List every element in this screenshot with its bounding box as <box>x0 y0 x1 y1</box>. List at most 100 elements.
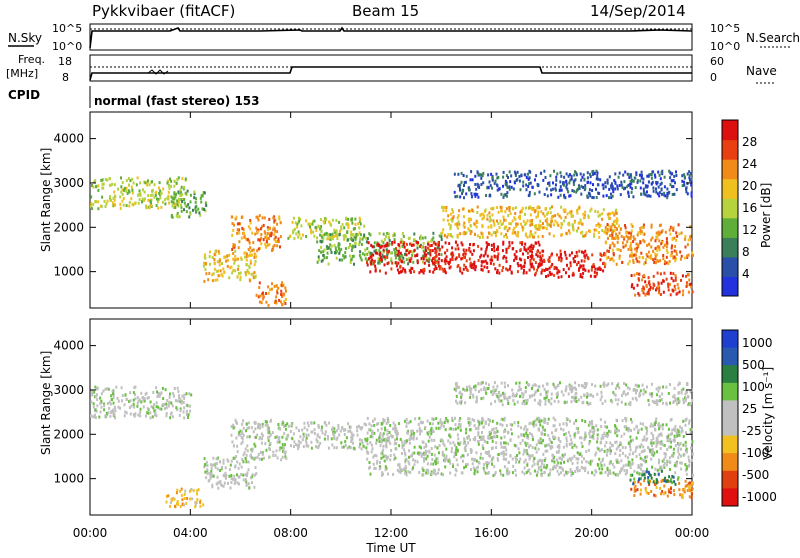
scatter-cell <box>595 188 597 191</box>
scatter-cell <box>248 468 250 471</box>
scatter-cell <box>469 428 471 431</box>
scatter-cell <box>372 456 374 459</box>
scatter-cell <box>431 453 433 456</box>
scatter-cell <box>186 392 188 395</box>
scatter-cell <box>236 460 238 463</box>
scatter-cell <box>496 173 498 176</box>
scatter-cell <box>527 247 529 250</box>
scatter-cell <box>482 236 484 239</box>
scatter-cell <box>636 455 638 458</box>
y-tick-label: 3000 <box>53 176 84 190</box>
scatter-cell <box>170 185 172 188</box>
scatter-cell <box>539 220 541 223</box>
scatter-cell <box>463 268 465 271</box>
scatter-cell <box>379 461 381 464</box>
scatter-cell <box>180 189 182 192</box>
scatter-cell <box>386 445 388 448</box>
scatter-cell <box>376 462 378 465</box>
scatter-cell <box>550 402 552 405</box>
scatter-cell <box>327 234 329 237</box>
scatter-cell <box>288 425 290 428</box>
scatter-cell <box>198 211 200 214</box>
scatter-cell <box>560 250 562 253</box>
scatter-cell <box>651 444 653 447</box>
scatter-cell <box>657 285 659 288</box>
scatter-cell <box>241 227 243 230</box>
scatter-cell <box>262 298 264 301</box>
scatter-cell <box>411 254 413 257</box>
scatter-cell <box>684 463 686 466</box>
scatter-cell <box>539 244 541 247</box>
scatter-cell <box>159 189 161 192</box>
scatter-cell <box>512 457 514 460</box>
scatter-cell <box>454 474 456 477</box>
scatter-cell <box>645 193 647 196</box>
scatter-cell <box>687 192 689 195</box>
scatter-cell <box>443 206 445 209</box>
scatter-cell <box>238 232 240 235</box>
scatter-cell <box>179 414 181 417</box>
scatter-cell <box>525 450 527 453</box>
scatter-cell <box>682 420 684 423</box>
scatter-cell <box>581 276 583 279</box>
scatter-cell <box>514 403 516 406</box>
scatter-cell <box>396 264 398 267</box>
scatter-cell <box>675 231 677 234</box>
scatter-cell <box>169 416 171 419</box>
scatter-cell <box>570 438 572 441</box>
scatter-cell <box>457 234 459 237</box>
scatter-cell <box>689 235 691 238</box>
scatter-cell <box>549 271 551 274</box>
scatter-cell <box>161 391 163 394</box>
scatter-cell <box>686 285 688 288</box>
scatter-cell <box>384 255 386 258</box>
scatter-cell <box>602 183 604 186</box>
scatter-cell <box>619 184 621 187</box>
scatter-cell <box>433 430 435 433</box>
scatter-cell <box>506 236 508 239</box>
scatter-cell <box>275 236 277 239</box>
scatter-cell <box>323 220 325 223</box>
scatter-cell <box>565 471 567 474</box>
scatter-cell <box>156 198 158 201</box>
scatter-cell <box>681 255 683 258</box>
scatter-cell <box>594 268 596 271</box>
scatter-cell <box>546 466 548 469</box>
scatter-cell <box>102 178 104 181</box>
scatter-cell <box>290 444 292 447</box>
scatter-cell <box>225 466 227 469</box>
scatter-cell <box>624 171 626 174</box>
scatter-cell <box>351 218 353 221</box>
scatter-cell <box>506 251 508 254</box>
scatter-cell <box>480 177 482 180</box>
scatter-cell <box>428 451 430 454</box>
scatter-cell <box>469 396 471 399</box>
scatter-cell <box>452 217 454 220</box>
scatter-cell <box>241 466 243 469</box>
scatter-cell <box>596 440 598 443</box>
scatter-cell <box>660 447 662 450</box>
scatter-cell <box>472 462 474 465</box>
scatter-cell <box>544 420 546 423</box>
scatter-cell <box>525 233 527 236</box>
scatter-cell <box>292 221 294 224</box>
scatter-cell <box>190 393 192 396</box>
scatter-cell <box>666 241 668 244</box>
scatter-cell <box>126 204 128 207</box>
scatter-cell <box>685 424 687 427</box>
scatter-cell <box>103 404 105 407</box>
scatter-cell <box>325 430 327 433</box>
scatter-cell <box>490 402 492 405</box>
scatter-cell <box>212 279 214 282</box>
scatter-cell <box>609 452 611 455</box>
scatter-cell <box>639 174 641 177</box>
scatter-cell <box>572 472 574 475</box>
scatter-cell <box>131 186 133 189</box>
scatter-cell <box>207 464 209 467</box>
scatter-cell <box>339 233 341 236</box>
scatter-cell <box>330 224 332 227</box>
scatter-cell <box>532 446 534 449</box>
scatter-cell <box>686 473 688 476</box>
scatter-cell <box>543 259 545 262</box>
